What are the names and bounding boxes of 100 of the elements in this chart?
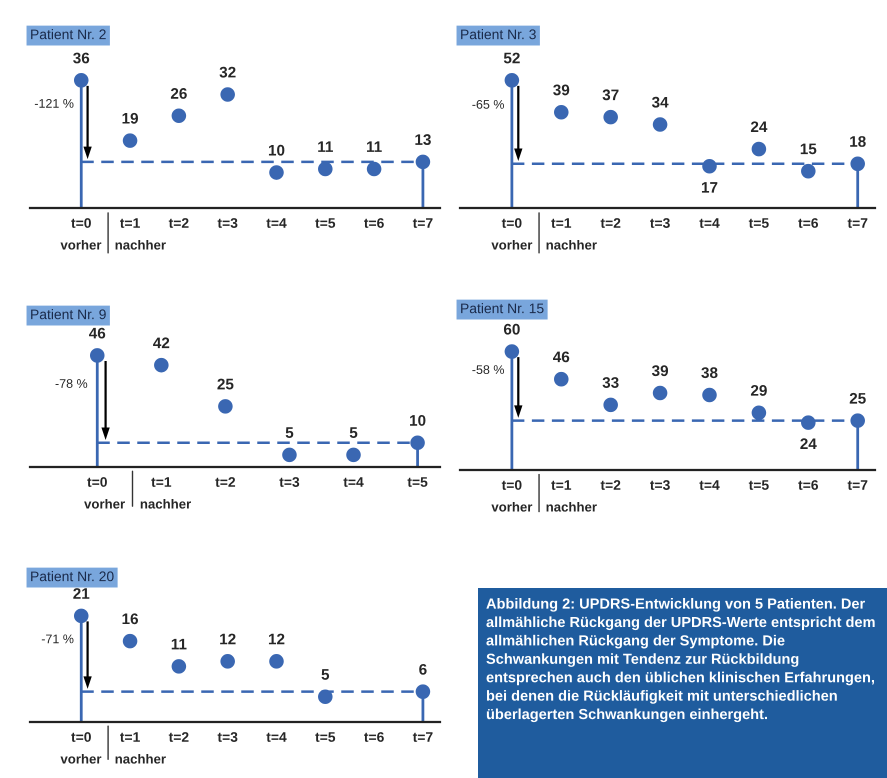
x-tick-label: t=0: [502, 480, 522, 490]
x-tick-label: t=5: [408, 477, 428, 487]
data-label: 12: [220, 634, 236, 644]
data-label: 18: [850, 136, 866, 147]
text: vorher: [60, 240, 102, 250]
point: [752, 142, 766, 156]
data-label: 5: [350, 427, 358, 438]
point: [652, 386, 668, 400]
point: [366, 162, 382, 176]
x-tick-label: t=1: [120, 732, 140, 742]
x-tick-label: t=3: [218, 732, 238, 742]
point: [603, 110, 618, 124]
text: -71 %: [42, 634, 74, 644]
point: [122, 634, 138, 648]
point: [554, 104, 569, 120]
data-label: 10: [268, 144, 284, 156]
x-tick-label: t=2: [168, 732, 189, 742]
x-tick-label: t=2: [168, 218, 189, 228]
text: -78 %: [56, 379, 88, 388]
data-label: 17: [702, 182, 718, 193]
point: [346, 448, 361, 462]
x-tick-label: t=4: [699, 218, 720, 228]
chart-title: Patient Nr. 15: [461, 303, 544, 314]
text: Abbildung 2: UPDRS-Entwicklung von 5 Patienten. Der allmähliche Rückgang der UPDRS-Werte entspricht dem allmählichen Rückgang der Symptome. Die Schwankungen mit Tendenz zur Rückbildung entsprechen auch den üblichen klinischen Erfahrungen, bei denen die Rückläufigkeit mit unterschiedlichen überlagerten Schwankungen einhergeht.: [486, 598, 875, 722]
data-label: 15: [800, 144, 816, 154]
chart-title: Patient Nr. 3: [461, 29, 536, 40]
data-label: 11: [318, 141, 333, 152]
x-tick-label: t=6: [364, 218, 384, 228]
data-label: 46: [89, 328, 106, 339]
point: [220, 654, 235, 669]
x-tick-label: t=5: [748, 480, 769, 490]
data-label: 11: [172, 638, 187, 650]
text: vorher: [84, 498, 125, 509]
x-tick-label: t=5: [315, 218, 336, 228]
x-tick-label: t=3: [650, 480, 670, 490]
point: [282, 448, 297, 462]
point: [269, 165, 284, 180]
data-label: 46: [553, 351, 570, 362]
text: -58 %: [472, 365, 504, 374]
data-label: 32: [220, 66, 236, 78]
text: vorher: [60, 754, 102, 764]
point: [218, 399, 233, 414]
x-tick-label: t=6: [364, 732, 384, 742]
x-tick-label: t=1: [151, 477, 172, 487]
x-tick-label: t=7: [412, 218, 433, 228]
data-label: 16: [122, 613, 138, 624]
text: nachher: [116, 240, 166, 250]
point: [603, 398, 618, 412]
point: [122, 133, 138, 148]
x-tick-label: t=6: [798, 218, 818, 228]
text: vorher: [491, 240, 532, 250]
x-tick-label: t=4: [343, 477, 364, 487]
data-label: 12: [268, 634, 284, 644]
point: [269, 654, 284, 669]
data-label: 5: [286, 427, 294, 438]
data-label: 5: [322, 669, 330, 680]
x-tick-label: t=6: [798, 480, 818, 490]
data-label: 11: [366, 141, 382, 152]
x-tick-label: t=4: [699, 480, 720, 490]
x-tick-label: t=7: [848, 480, 868, 490]
point: [702, 158, 717, 174]
x-tick-label: t=0: [502, 218, 522, 228]
x-tick-label: t=3: [650, 218, 670, 228]
data-label: 6: [419, 664, 427, 675]
data-label: 19: [122, 112, 138, 124]
x-tick-label: t=0: [71, 218, 91, 228]
x-tick-label: t=7: [412, 732, 433, 742]
x-tick-label: t=4: [266, 732, 287, 742]
point: [752, 405, 766, 420]
chart-title: Patient Nr. 20: [31, 571, 114, 582]
chart-title: Patient Nr. 2: [31, 29, 106, 40]
x-tick-label: t=5: [315, 732, 336, 742]
data-label: 42: [153, 337, 170, 348]
text: nachher: [546, 502, 597, 512]
x-tick-label: t=2: [215, 477, 236, 487]
data-label: 25: [850, 392, 866, 404]
data-label: 60: [504, 324, 520, 335]
x-tick-label: t=0: [71, 732, 91, 742]
data-label: 10: [410, 415, 426, 426]
data-label: 36: [73, 52, 90, 64]
text: nachher: [140, 498, 191, 509]
chart-title: Patient Nr. 9: [31, 309, 106, 320]
x-tick-label: t=4: [266, 218, 287, 228]
data-label: 37: [602, 89, 619, 100]
x-tick-label: t=1: [551, 218, 572, 228]
point: [801, 164, 816, 178]
point: [318, 689, 333, 704]
x-tick-label: t=5: [748, 218, 769, 228]
text: nachher: [116, 754, 166, 764]
x-tick-label: t=2: [600, 218, 620, 228]
data-label: 33: [602, 377, 619, 388]
data-label: 24: [800, 438, 817, 449]
data-label: 24: [750, 121, 768, 132]
point: [318, 162, 333, 176]
point: [172, 659, 186, 674]
x-tick-label: t=3: [218, 218, 238, 228]
text: nachher: [546, 240, 597, 250]
point: [154, 358, 169, 372]
data-label: 39: [652, 365, 668, 376]
data-label: 29: [750, 385, 767, 396]
